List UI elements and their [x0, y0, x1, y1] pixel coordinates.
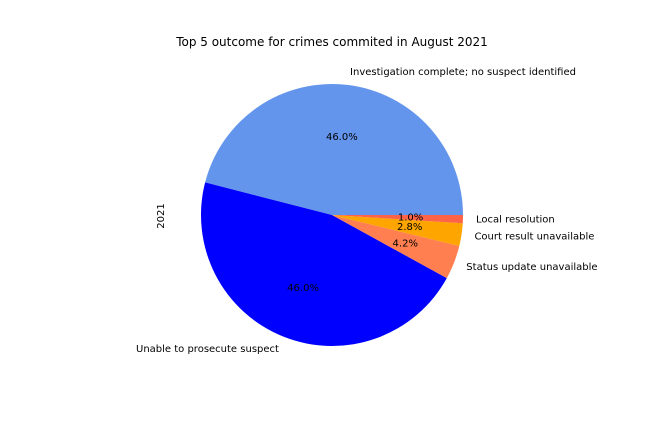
pie-slices [200, 84, 463, 347]
chart-title: Top 5 outcome for crimes commited in Aug… [175, 35, 488, 49]
pie-slice-local-resolution [332, 215, 463, 224]
pie-slice-unable-to-prosecute-suspect [200, 182, 447, 347]
slice-percent-local-resolution: 1.0% [398, 212, 423, 223]
slice-label-status-update-unavailable: Status update unavailable [466, 262, 597, 273]
slice-label-court-result-unavailable: Court result unavailable [474, 232, 594, 243]
slice-percent-unable-to-prosecute-suspect: 46.0% [287, 283, 319, 294]
pie-labels: Investigation complete; no suspect ident… [136, 67, 598, 355]
y-axis-label: 2021 [156, 203, 167, 228]
slice-percent-status-update-unavailable: 4.2% [393, 238, 418, 249]
slice-label-local-resolution: Local resolution [476, 215, 555, 226]
slice-percent-investigation-complete-no-suspect-identified: 46.0% [326, 132, 358, 143]
slice-label-investigation-complete-no-suspect-identified: Investigation complete; no suspect ident… [350, 67, 576, 78]
pie-slice-court-result-unavailable [332, 215, 463, 246]
slice-label-unable-to-prosecute-suspect: Unable to prosecute suspect [136, 344, 279, 355]
pie-slice-investigation-complete-no-suspect-identified [205, 84, 463, 215]
pie-slice-status-update-unavailable [332, 215, 460, 279]
slice-percent-court-result-unavailable: 2.8% [397, 222, 422, 233]
